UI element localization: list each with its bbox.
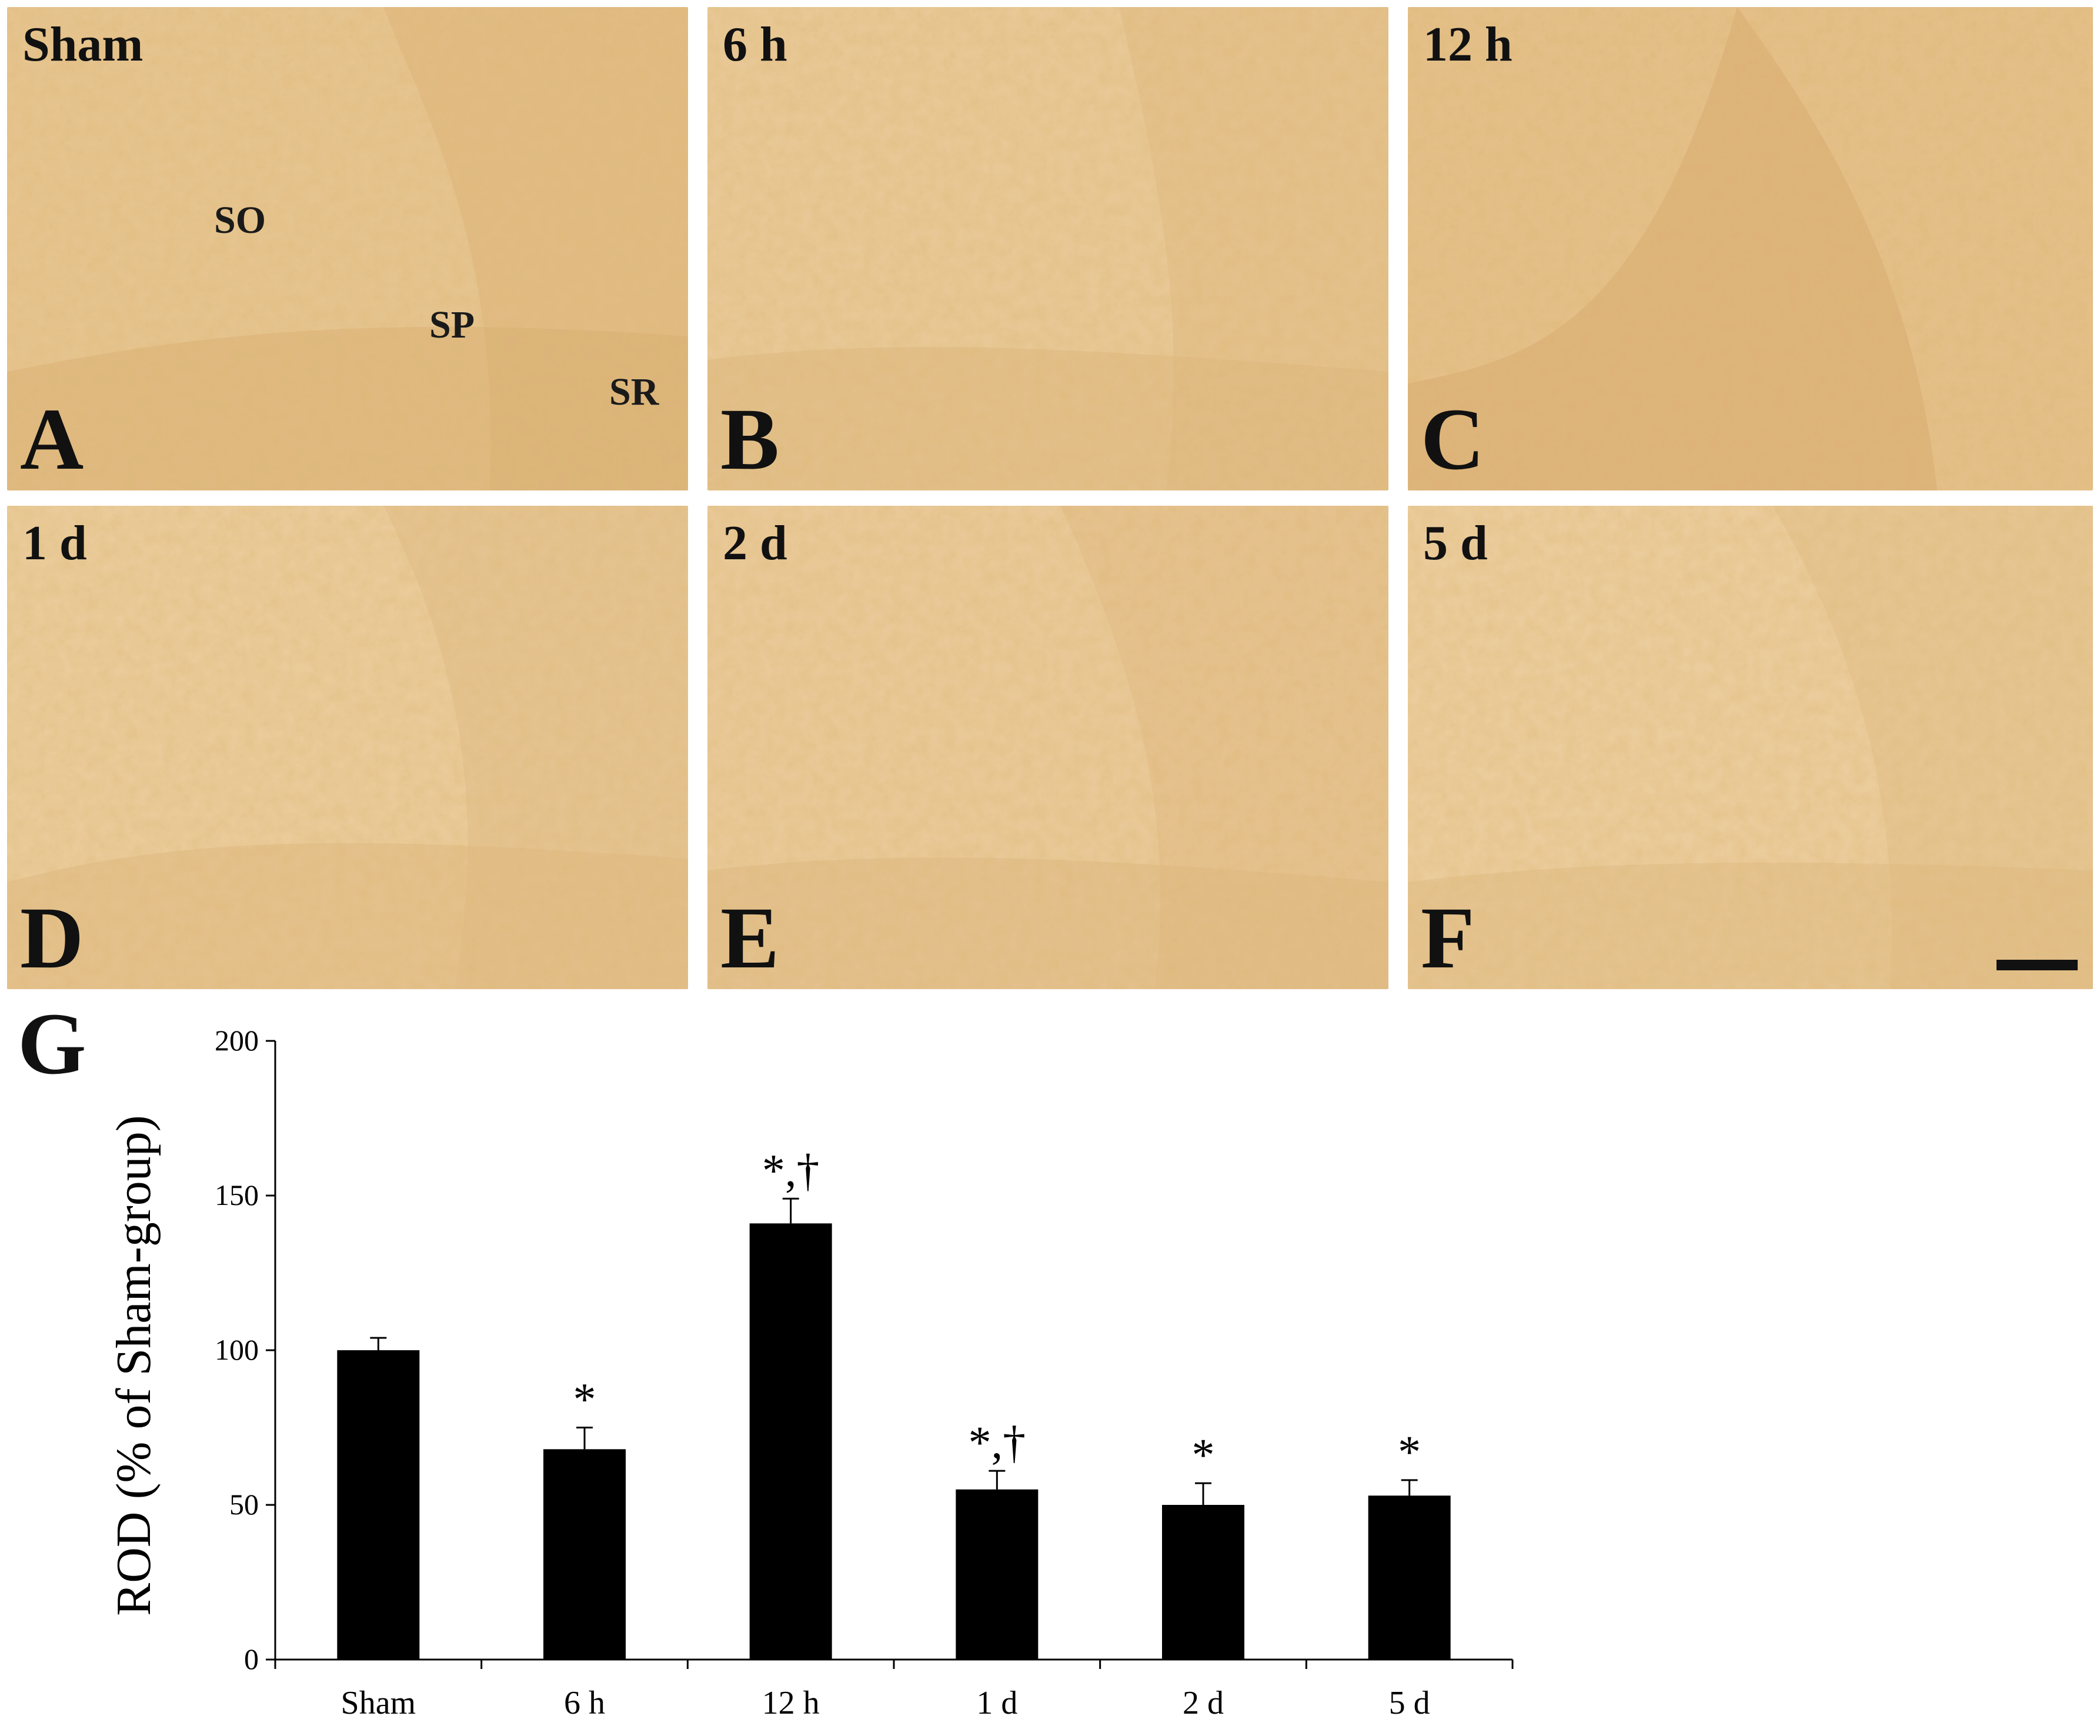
bar [749,1223,832,1660]
y-tick-label: 50 [229,1488,259,1521]
y-tick-label: 200 [215,1024,259,1057]
panel-letter: D [20,889,84,987]
scale-bar [1996,960,2078,970]
tissue-texture [707,7,1388,490]
layer-label-sp: SP [429,303,475,346]
x-tick-label: 12 h [762,1685,820,1721]
micrograph-panel-d: 1 d D [7,506,688,989]
y-axis-label: ROD (% of Sham-group) [106,1115,161,1616]
significance-marker: *,† [762,1144,820,1196]
panel-title: 5 d [1423,516,1488,570]
tissue-texture [1408,506,2093,989]
bar [337,1350,420,1660]
micrograph-panel-c: 12 h C [1408,7,2093,490]
chart-panel-letter: G [18,995,86,1093]
micrograph-panel-a: Sham SO SP SR A [7,7,688,490]
x-tick-label: 2 d [1183,1685,1224,1721]
panel-letter: A [20,390,84,488]
panel-letter: C [1421,390,1485,488]
panel-letter: E [720,889,780,987]
layer-label-sr: SR [609,370,659,413]
bar [543,1449,626,1660]
panel-letter: F [1421,889,1475,987]
panel-title: 12 h [1423,17,1513,72]
micrograph-panel-e: 2 d E [707,506,1388,989]
significance-marker: *,† [969,1417,1026,1468]
rod-bar-chart: ROD (% of Sham-group) 0 50 100 150 200 Sham * 6… [106,1024,1514,1721]
x-tick-label: Sham [341,1685,416,1721]
bar [956,1489,1039,1660]
y-tick-label: 150 [215,1179,259,1211]
tissue-texture [7,7,688,490]
micrograph-panel-b: 6 h B [707,7,1388,490]
x-tick-label: 1 d [976,1685,1017,1721]
panel-title: Sham [22,17,143,72]
significance-marker: * [1192,1429,1215,1480]
panel-letter: B [720,390,780,488]
y-tick-label: 0 [244,1642,259,1675]
y-tick-label: 100 [215,1333,259,1366]
tissue-texture [707,506,1388,989]
x-tick-label: 6 h [564,1685,605,1721]
panel-title: 1 d [22,516,87,570]
bar [1162,1505,1244,1660]
panel-title: 6 h [723,17,787,72]
tissue-texture [1408,7,2093,490]
panel-title: 2 d [723,516,787,570]
significance-marker: * [573,1374,596,1425]
x-tick-label: 5 d [1389,1685,1430,1721]
layer-label-so: SO [214,199,266,242]
bar [1368,1495,1451,1660]
tissue-texture [7,506,688,989]
significance-marker: * [1398,1426,1421,1477]
micrograph-panel-f: 5 d F [1408,506,2093,989]
